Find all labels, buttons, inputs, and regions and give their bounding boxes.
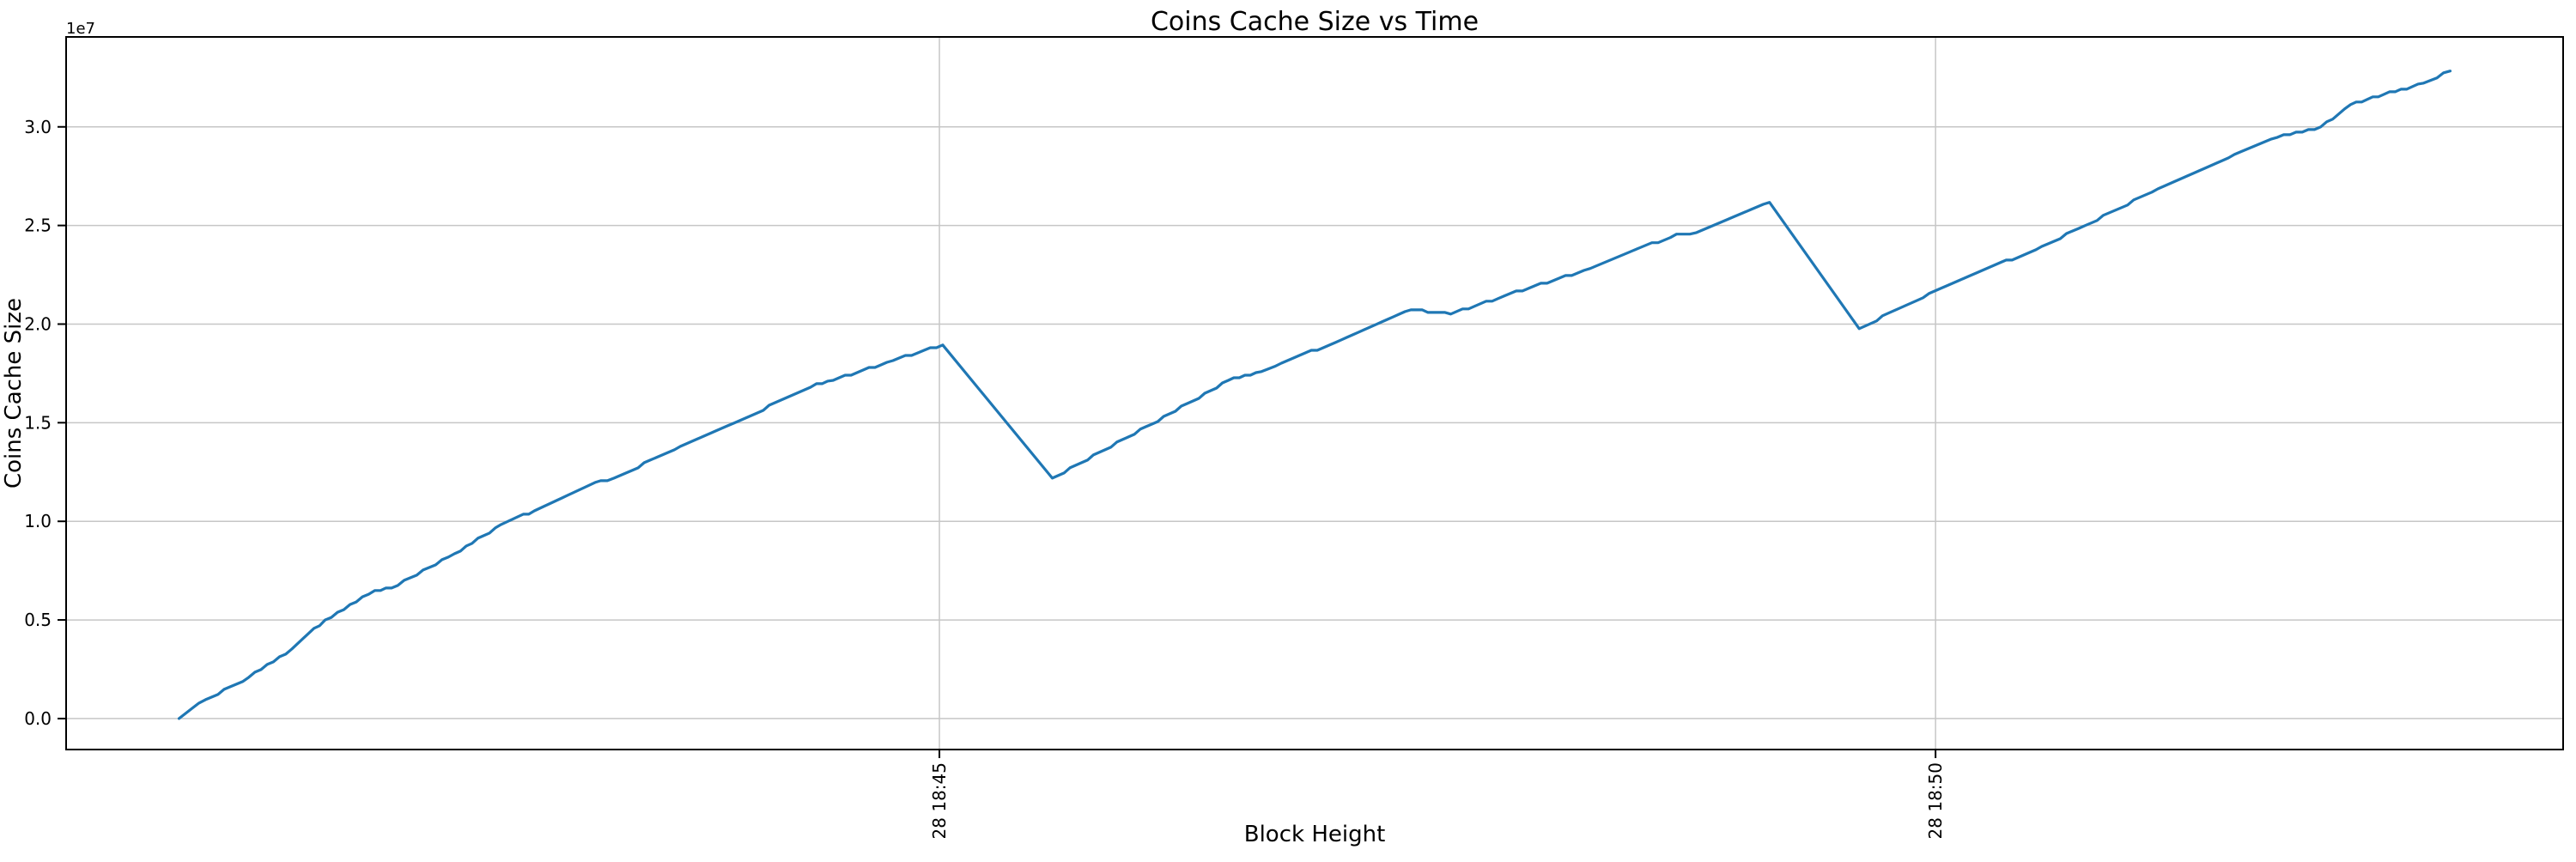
y-tick-label: 1.5	[24, 412, 52, 433]
plot-border	[65, 36, 2564, 750]
y-tick-label: 2.0	[24, 313, 52, 334]
gridlines	[66, 37, 2563, 750]
series-line	[177, 70, 2452, 720]
y-tick-label: 2.5	[24, 216, 52, 236]
y-axis-label: Coins Cache Size	[1, 298, 27, 489]
tick-labels: 0.0 0.5 1.0 1.5 2.0 2.5 3.0 28 18:45 28 18:50	[24, 117, 1946, 840]
y-tick-label: 1.0	[24, 511, 52, 531]
y-tick-label: 0.5	[24, 610, 52, 630]
y-axis-offset-label: 1e7	[66, 20, 95, 38]
x-tick-label: 28 18:45	[929, 762, 950, 839]
chart-title: Coins Cache Size vs Time	[1151, 7, 1479, 37]
x-tick-label: 28 18:50	[1925, 762, 1946, 839]
y-tick-label: 3.0	[24, 117, 52, 137]
axis-ticks	[58, 125, 1937, 758]
x-axis-label: Block Height	[1244, 822, 1386, 847]
y-tick-label: 0.0	[24, 708, 52, 729]
